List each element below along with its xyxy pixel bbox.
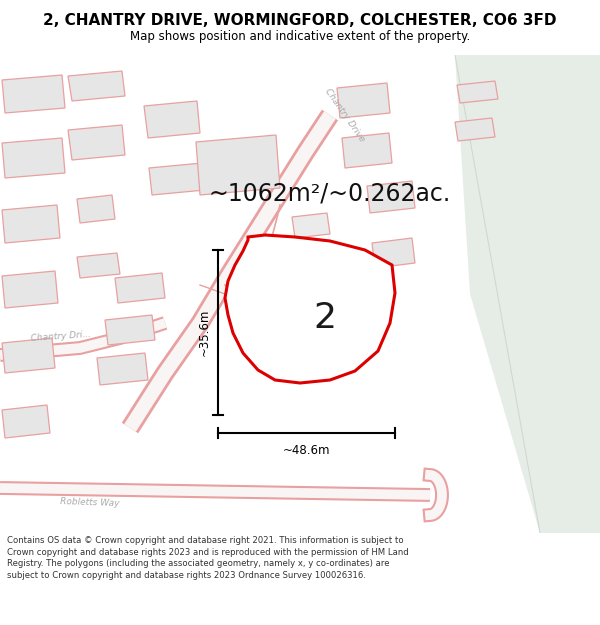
Polygon shape	[2, 205, 60, 243]
Polygon shape	[68, 71, 125, 101]
Polygon shape	[2, 138, 65, 178]
Polygon shape	[68, 125, 125, 160]
Polygon shape	[225, 235, 395, 383]
Polygon shape	[2, 338, 55, 373]
Polygon shape	[307, 255, 345, 278]
Polygon shape	[77, 195, 115, 223]
Polygon shape	[2, 271, 58, 308]
Polygon shape	[77, 253, 120, 278]
Text: ~1062m²/~0.262ac.: ~1062m²/~0.262ac.	[209, 181, 451, 205]
Text: Map shows position and indicative extent of the property.: Map shows position and indicative extent…	[130, 30, 470, 43]
Polygon shape	[115, 273, 165, 303]
Polygon shape	[342, 133, 392, 168]
Polygon shape	[455, 55, 600, 533]
Polygon shape	[372, 238, 415, 268]
Polygon shape	[367, 181, 415, 213]
Polygon shape	[292, 213, 330, 238]
Polygon shape	[455, 118, 495, 141]
Polygon shape	[2, 75, 65, 113]
Text: 2, CHANTRY DRIVE, WORMINGFORD, COLCHESTER, CO6 3FD: 2, CHANTRY DRIVE, WORMINGFORD, COLCHESTE…	[43, 12, 557, 28]
Text: Chantry Drive: Chantry Drive	[323, 86, 367, 143]
Text: ~35.6m: ~35.6m	[197, 309, 211, 356]
Polygon shape	[337, 83, 390, 118]
Text: Robletts Way: Robletts Way	[60, 497, 119, 508]
Text: Chantry Dri...: Chantry Dri...	[30, 330, 91, 343]
Text: Contains OS data © Crown copyright and database right 2021. This information is : Contains OS data © Crown copyright and d…	[7, 536, 409, 580]
Polygon shape	[144, 101, 200, 138]
Polygon shape	[196, 135, 280, 195]
Polygon shape	[2, 405, 50, 438]
Polygon shape	[457, 81, 498, 103]
Polygon shape	[97, 353, 148, 385]
Polygon shape	[149, 163, 205, 195]
Text: ~48.6m: ~48.6m	[283, 444, 330, 458]
Polygon shape	[105, 315, 155, 345]
Text: 2: 2	[314, 301, 337, 335]
